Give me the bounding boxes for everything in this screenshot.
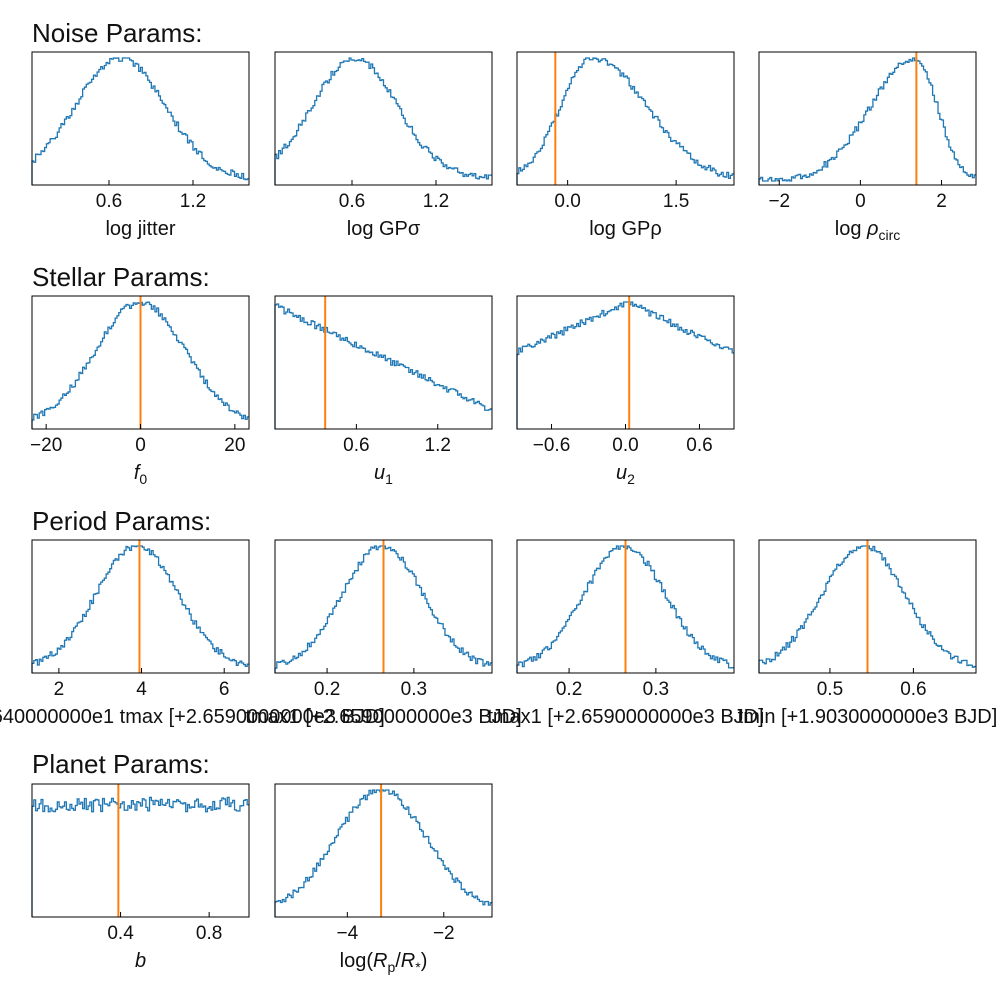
section-title-noise: Noise Params: [32,18,203,48]
histogram-log-jitter [31,57,249,185]
x-axis-label-log-gp-sigma: log GPσ [347,218,421,240]
section-title-stellar: Stellar Params: [32,262,210,292]
x-tick-label-log-rho-circ: −2 [768,191,790,212]
x-tick-label-log-gp-rho: 0.0 [554,191,580,212]
panel-t-min: 0.5 0.6 tmin [+1.9030000000e3 BJD] [738,539,998,728]
axes-frame-log-jitter [31,51,250,186]
x-tick-label-f0: 20 [224,435,245,456]
x-axis-label-b: b [135,950,146,972]
panel-t-max-1: 0.2 0.3 tmax1 [+2.6590000000e3 BJD] [245,539,522,728]
axes-frame-log-rho-circ [758,51,977,186]
axes-frame-t-max [31,539,250,674]
axes-frame-t-max-1 [274,539,493,674]
axes-frame-t-max-2 [516,539,735,674]
panel-u2: −0.6 0.0 0.6 u2 [516,295,735,487]
x-axis-label-u1: u1 [374,462,393,487]
x-tick-label-f0: −20 [30,435,62,456]
x-tick-label-log-jitter: 0.6 [96,191,122,212]
axes-frame-t-min [758,539,977,674]
panel-log-rho-circ: −2 0 2 log ρcirc [758,51,977,243]
histogram-t-max [31,545,249,673]
x-tick-label-u2: 0.0 [612,435,638,456]
x-axis-label-t-max-2: tmax1 [+2.6590000000e3 BJD] [487,706,763,728]
histogram-log-rp-rs [274,789,492,917]
x-axis-label-t-min: tmin [+1.9030000000e3 BJD] [738,706,998,728]
x-tick-label-log-gp-rho: 1.5 [663,191,689,212]
panel-u1: 0.6 1.2 u1 [274,295,493,487]
panel-t-max: 2 4 6 1e−3 + 1.0640000000e1 tmax [+2.659000… [0,539,385,728]
axes-frame-u1 [274,295,493,430]
x-tick-label-b: 0.8 [196,923,222,944]
x-axis-label-f0: f0 [134,462,148,487]
x-axis-label-log-rp-rs: log(Rp/R*) [340,950,428,975]
x-tick-label-t-min: 0.5 [817,679,843,700]
histogram-log-gp-rho [516,57,734,185]
histogram-b [31,796,249,917]
axes-frame-log-gp-rho [516,51,735,186]
panel-t-max-2: 0.2 0.3 tmax1 [+2.6590000000e3 BJD] [487,539,764,728]
x-axis-label-log-rho-circ: log ρcirc [835,218,901,243]
x-tick-label-b: 0.4 [107,923,134,944]
x-tick-label-f0: 0 [135,435,146,456]
histogram-log-rho-circ [758,57,976,185]
panel-b: 0.4 0.8 b [31,783,250,972]
x-tick-label-log-gp-sigma: 0.6 [339,191,365,212]
section-title-period: Period Params: [32,506,212,536]
x-tick-label-u2: 0.6 [686,435,712,456]
x-tick-label-t-max-2: 0.2 [556,679,582,700]
histogram-u2 [516,301,734,429]
x-tick-label-t-max: 4 [136,679,147,700]
x-tick-label-log-gp-sigma: 1.2 [423,191,449,212]
axes-frame-b [31,783,250,918]
x-tick-label-t-max: 2 [54,679,65,700]
x-tick-label-u1: 0.6 [343,435,369,456]
axes-frame-log-gp-sigma [274,51,493,186]
x-tick-label-log-rp-rs: −2 [433,923,455,944]
x-tick-label-log-jitter: 1.2 [180,191,206,212]
x-tick-label-t-min: 0.6 [900,679,926,700]
x-axis-label-log-gp-rho: log GPρ [589,218,662,240]
histogram-log-gp-sigma [274,57,492,185]
x-tick-label-log-rho-circ: 0 [855,191,866,212]
x-tick-label-u1: 1.2 [425,435,451,456]
x-axis-label-t-max: 1e−3 + 1.0640000000e1 tmax [+2.659000000… [0,706,385,728]
axes-frame-u2 [516,295,735,430]
panel-f0: −20 0 20 f0 [30,295,250,487]
x-tick-label-t-max: 6 [219,679,230,700]
x-tick-label-t-max-2: 0.3 [643,679,669,700]
axes-frame-log-rp-rs [274,783,493,918]
x-axis-label-log-jitter: log jitter [105,218,175,240]
x-axis-label-u2: u2 [616,462,635,487]
x-axis-label-t-max-1: tmax1 [+2.6590000000e3 BJD] [245,706,521,728]
x-tick-label-log-rho-circ: 2 [936,191,947,212]
x-tick-label-t-max-1: 0.2 [314,679,340,700]
section-title-planet: Planet Params: [32,749,210,779]
x-tick-label-u2: −0.6 [533,435,571,456]
histogram-u1 [274,303,492,429]
x-tick-label-t-max-1: 0.3 [401,679,427,700]
x-tick-label-log-rp-rs: −4 [336,923,358,944]
